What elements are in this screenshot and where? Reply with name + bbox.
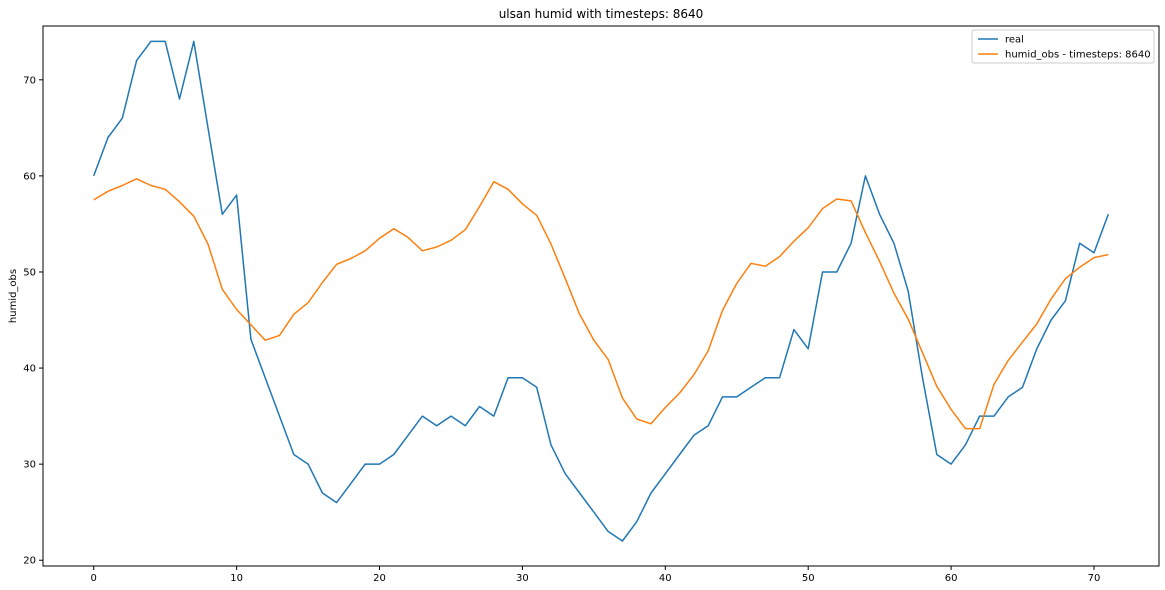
plot-frame — [42, 25, 1160, 567]
series-line-real — [92, 40, 1110, 542]
legend-entry: humid_obs - timesteps: 8640 — [1005, 50, 1151, 61]
x-tick-label: 40 — [659, 573, 672, 584]
y-axis-label: humid_obs — [8, 269, 19, 323]
chart-title: ulsan humid with timesteps: 8640 — [499, 7, 704, 21]
y-tick-label: 20 — [23, 556, 36, 567]
x-tick-label: 30 — [516, 573, 529, 584]
legend-entry: real — [1005, 35, 1024, 46]
x-tick-label: 10 — [230, 573, 243, 584]
x-tick-label: 70 — [1088, 573, 1101, 584]
y-tick-label: 70 — [23, 75, 36, 86]
x-tick-label: 60 — [945, 573, 958, 584]
y-axis: 20 30 40 50 60 70 — [23, 75, 43, 567]
y-tick-label: 60 — [23, 171, 36, 182]
series-layer — [92, 40, 1110, 542]
y-tick-label: 30 — [23, 460, 36, 471]
y-tick-label: 40 — [23, 364, 36, 375]
legend: real humid_obs - timesteps: 8640 — [971, 29, 1155, 64]
y-tick-label: 50 — [23, 267, 36, 278]
x-tick-label: 50 — [802, 573, 815, 584]
series-line-humid-obs-prediction — [93, 178, 1109, 430]
x-axis: 0 10 20 30 40 50 60 70 — [91, 566, 1101, 584]
x-tick-label: 20 — [373, 573, 386, 584]
x-tick-label: 0 — [91, 573, 97, 584]
legend-box — [971, 29, 1155, 64]
